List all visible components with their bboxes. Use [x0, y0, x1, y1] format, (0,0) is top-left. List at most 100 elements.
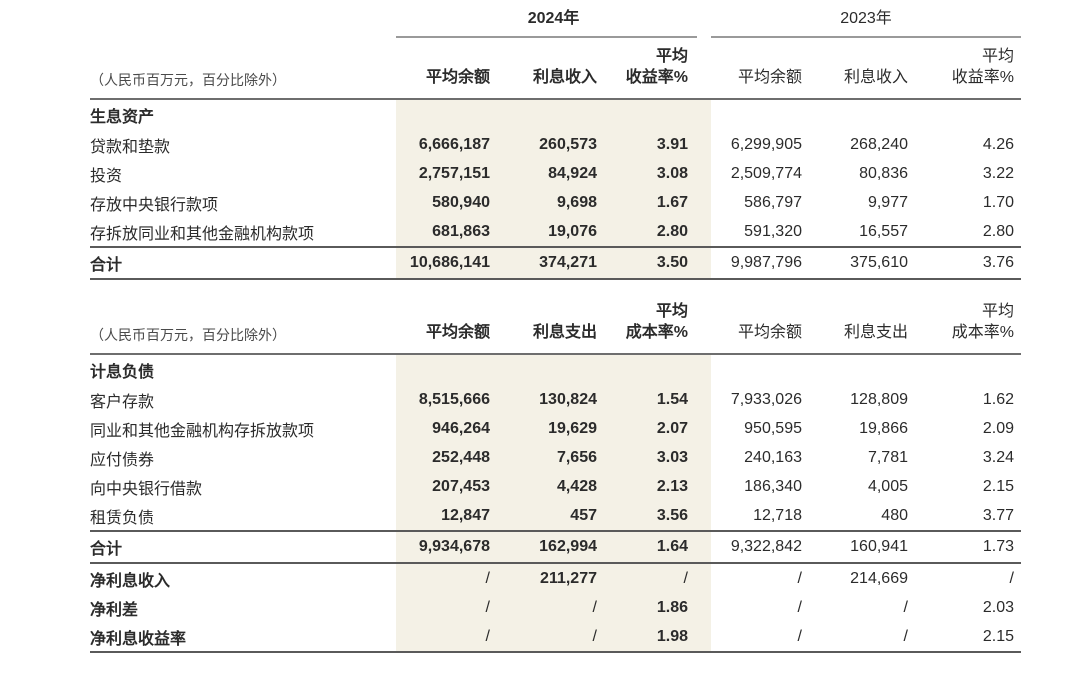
cell-empty	[711, 100, 802, 130]
header-2023-avg-balance: 平均余额	[737, 324, 802, 342]
year-2023-underline	[711, 36, 1021, 38]
cell-2024-interest-expense: 130,824	[490, 385, 597, 414]
summary-row-net-interest-income: 净利息收入 / 211,277 / / 214,669 /	[90, 564, 1021, 593]
cell-pad	[688, 217, 711, 246]
row-label: 存放中央银行款项	[90, 196, 219, 214]
row-label: 客户存款	[90, 393, 155, 411]
cell-2024-avg-yield: 3.08	[597, 159, 688, 188]
cell-2023-interest-income: 9,977	[867, 193, 908, 211]
table-row-investments: 投资 2,757,151 84,924 3.08 2,509,774 80,83…	[90, 159, 1021, 188]
section-label: 生息资产	[90, 109, 155, 126]
row-label: 存拆放同业和其他金融机构款项	[90, 225, 315, 243]
cell-2024-avg-balance: /	[396, 593, 490, 622]
cell-2023-avg-balance: 591,320	[744, 222, 802, 240]
cell-2023-avg-yield: 1.70	[982, 193, 1014, 211]
cell-2023-interest-expense: 160,941	[850, 538, 908, 555]
cell-2023-interest-expense: 19,866	[859, 419, 908, 437]
cell-empty	[802, 100, 908, 130]
cell-pad	[688, 443, 711, 472]
cell-2023-avg-cost: 3.77	[982, 506, 1014, 524]
section-label: 计息负债	[90, 364, 155, 381]
cell-2024-avg-cost: 2.13	[597, 472, 688, 501]
cell-2023-avg-balance: 586,797	[744, 193, 802, 211]
table-row-customer-deposits: 客户存款 8,515,666 130,824 1.54 7,933,026 12…	[90, 385, 1021, 414]
cell-2023-avg-cost: 2.03	[982, 598, 1014, 616]
cell-2023-interest-income: 16,557	[859, 222, 908, 240]
cell-pad	[688, 532, 711, 562]
cell-2024-avg-balance: 2,757,151	[396, 159, 490, 188]
header-2023-avg-cost-line1: 平均	[981, 303, 1014, 321]
year-header-row: 2024年 2023年	[90, 0, 1021, 38]
header-2024-avg-balance: 平均余额	[425, 324, 490, 342]
cell-2023-avg-balance: 950,595	[744, 419, 802, 437]
row-label: 贷款和垫款	[90, 138, 171, 156]
cell-2024-avg-balance: 207,453	[396, 472, 490, 501]
row-label: 向中央银行借款	[90, 480, 203, 498]
section-row-assets: 生息资产	[90, 100, 1021, 130]
cell-2024-avg-balance: 681,863	[396, 217, 490, 246]
table-row-interbank-takings: 同业和其他金融机构存拆放款项 946,264 19,629 2.07 950,5…	[90, 414, 1021, 443]
cell-pad	[688, 248, 711, 278]
cell-empty	[490, 355, 597, 385]
cell-2023-interest-expense: 128,809	[850, 390, 908, 408]
total-label: 合计	[90, 257, 123, 274]
cell-2024-avg-yield: 2.80	[597, 217, 688, 246]
cell-empty	[688, 355, 711, 385]
cell-2023-avg-balance: 6,299,905	[730, 135, 802, 153]
cell-2024-interest-expense: /	[490, 622, 597, 651]
cell-2024-avg-balance: /	[396, 622, 490, 651]
cell-2023-avg-cost: 3.24	[982, 448, 1014, 466]
cell-2024-avg-balance: 9,934,678	[396, 532, 490, 562]
cell-pad	[688, 622, 711, 651]
cell-empty	[597, 355, 688, 385]
cell-2024-avg-yield: 1.67	[597, 188, 688, 217]
units-note: （人民币百万元，百分比除外）	[90, 71, 286, 88]
year-2024-underline	[396, 36, 697, 38]
cell-pad	[688, 159, 711, 188]
header-pad	[688, 38, 711, 98]
header-2024-avg-yield-line2: 收益率%	[625, 69, 688, 87]
cell-2024-interest-expense: /	[490, 593, 597, 622]
cell-2023-interest-expense: /	[903, 598, 908, 616]
cell-pad	[688, 385, 711, 414]
cell-2023-avg-balance: 7,933,026	[730, 390, 802, 408]
cell-2024-interest-expense: 457	[490, 501, 597, 530]
cell-2023-avg-balance: 9,322,842	[730, 538, 802, 555]
cell-2023-avg-balance: 186,340	[744, 477, 802, 495]
cell-pad	[688, 188, 711, 217]
cell-2023-avg-cost: 2.09	[982, 419, 1014, 437]
cell-2023-avg-yield: 3.76	[982, 254, 1014, 271]
year-2024-label: 2024年	[527, 10, 580, 27]
column-header-row: （人民币百万元，百分比除外） 平均余额 利息支出 平均 成本率% 平均余额 利息…	[90, 293, 1021, 355]
cell-2024-interest-income: 374,271	[490, 248, 597, 278]
cell-2023-avg-balance: 12,718	[753, 506, 802, 524]
cell-2023-avg-yield: 4.26	[982, 135, 1014, 153]
cell-2024-avg-balance: 580,940	[396, 188, 490, 217]
cell-2023-avg-balance: /	[797, 569, 802, 587]
header-2024-avg-balance: 平均余额	[425, 69, 490, 87]
cell-2023-interest-expense: 7,781	[867, 448, 908, 466]
cell-2024-interest-expense: 211,277	[490, 564, 597, 593]
cell-empty	[802, 355, 908, 385]
header-2024-interest-income: 利息收入	[532, 69, 597, 87]
cell-2024-avg-cost: 1.64	[597, 532, 688, 562]
cell-2024-avg-yield: 3.91	[597, 130, 688, 159]
year-2024-header: 2024年	[396, 0, 711, 38]
cell-2023-interest-income: 80,836	[859, 164, 908, 182]
units-note: （人民币百万元，百分比除外）	[90, 326, 286, 343]
cell-2023-avg-balance: 9,987,796	[730, 254, 802, 271]
row-label: 租赁负债	[90, 509, 155, 527]
cell-2024-avg-yield: 3.50	[597, 248, 688, 278]
column-header-row: （人民币百万元，百分比除外） 平均余额 利息收入 平均 收益率% 平均余额 利息…	[90, 38, 1021, 100]
cell-2023-avg-yield: 3.22	[982, 164, 1014, 182]
cell-pad	[688, 130, 711, 159]
cell-pad	[688, 564, 711, 593]
cell-pad	[688, 501, 711, 530]
header-2024-avg-cost-line2: 成本率%	[625, 324, 688, 342]
cell-empty	[688, 100, 711, 130]
header-2024-avg-yield-line1: 平均	[655, 48, 688, 66]
cell-2023-avg-balance: /	[797, 627, 802, 645]
cell-pad	[688, 472, 711, 501]
cell-2024-avg-cost: 1.98	[597, 622, 688, 651]
